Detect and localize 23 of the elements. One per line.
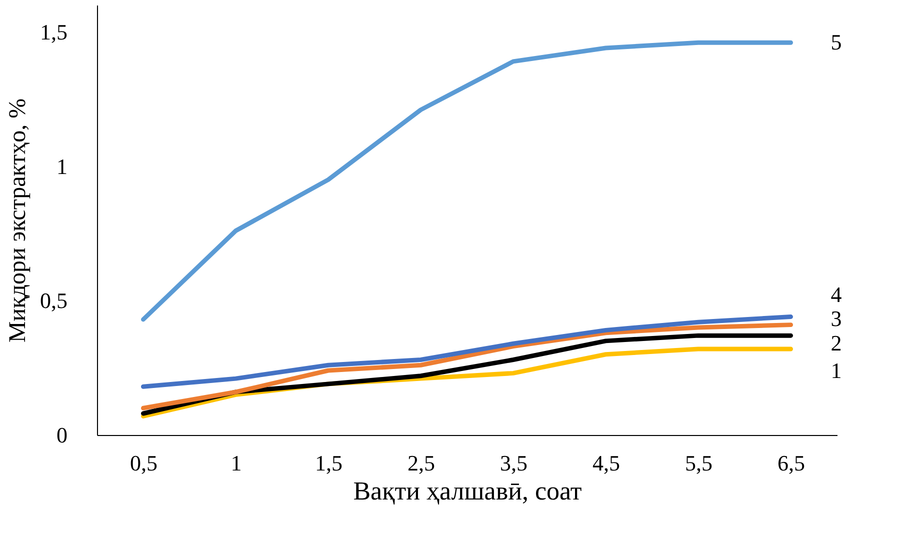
series-label: 2 (830, 330, 842, 356)
y-tick-label: 0,5 (40, 288, 68, 314)
y-tick-label: 0 (56, 422, 68, 448)
y-tick-label: 1,5 (40, 19, 68, 44)
x-tick-label: 0,5 (130, 450, 158, 476)
line-series (141, 322, 793, 410)
x-tick-label: 1 (230, 450, 242, 476)
x-tick-label: 5,5 (685, 450, 712, 476)
x-tick-label: 3,5 (500, 450, 528, 476)
line-series (141, 40, 793, 322)
x-tick-label: 1,5 (315, 450, 342, 476)
x-tick-label: 6,5 (778, 450, 805, 476)
y-axis-title: Миқдори экстрактҳо, % (5, 98, 31, 343)
x-tick-label: 2,5 (408, 450, 435, 476)
line-series (141, 333, 793, 416)
x-axis-title: Вақти ҳалшавӣ, соат (353, 476, 582, 506)
series-label: 1 (830, 358, 842, 383)
series-label: 4 (830, 282, 842, 307)
line-series (141, 314, 793, 389)
series-label: 3 (830, 306, 842, 331)
series-label: 5 (830, 30, 842, 55)
x-tick-label: 4,5 (592, 450, 620, 476)
y-tick-label: 1 (56, 154, 68, 179)
